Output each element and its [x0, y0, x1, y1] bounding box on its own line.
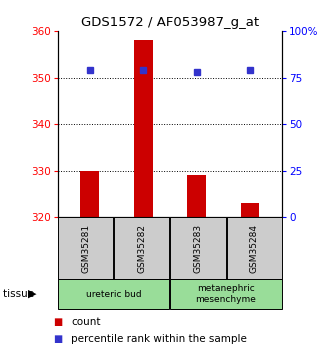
Bar — [115, 217, 169, 279]
Bar — [227, 217, 281, 279]
Bar — [187, 175, 206, 217]
Text: ▶: ▶ — [28, 289, 37, 299]
Text: percentile rank within the sample: percentile rank within the sample — [71, 334, 247, 344]
Bar — [241, 203, 259, 217]
Text: GSM35282: GSM35282 — [137, 224, 147, 273]
Text: GSM35283: GSM35283 — [193, 224, 203, 273]
Text: tissue: tissue — [3, 289, 38, 299]
Bar — [58, 279, 169, 309]
Text: metanephric
mesenchyme: metanephric mesenchyme — [196, 284, 256, 304]
Text: GSM35284: GSM35284 — [249, 224, 259, 273]
Text: GDS1572 / AF053987_g_at: GDS1572 / AF053987_g_at — [81, 16, 259, 29]
Bar — [58, 217, 113, 279]
Text: ureteric bud: ureteric bud — [86, 289, 142, 299]
Text: ■: ■ — [53, 317, 62, 326]
Bar — [134, 40, 152, 217]
Text: count: count — [71, 317, 100, 326]
Bar — [81, 171, 99, 217]
Text: ■: ■ — [53, 334, 62, 344]
Bar — [171, 279, 281, 309]
Text: GSM35281: GSM35281 — [81, 224, 90, 273]
Bar — [171, 217, 225, 279]
